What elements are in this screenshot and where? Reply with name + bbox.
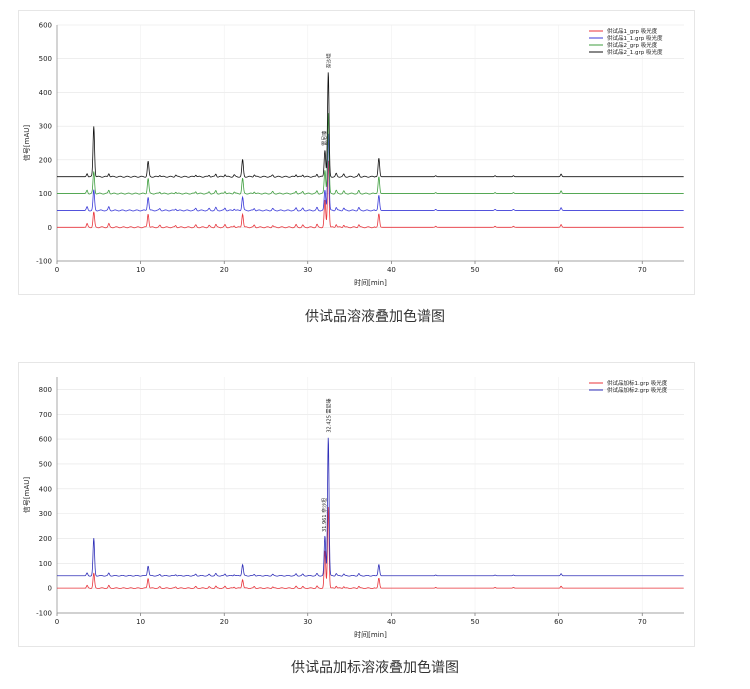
peak-label-main: 32.425 雷尼嗪 [325,399,332,433]
y-tick-label: 500 [39,55,52,63]
series-trace-2 [57,437,684,577]
y-tick-label: 600 [39,22,52,30]
series-trace-3 [57,113,684,195]
y-tick-label: 300 [39,510,52,518]
x-tick-label: 0 [55,266,59,274]
y-axis-label: 信号[mAU] [22,125,31,161]
y-tick-label: 400 [39,485,52,493]
y-tick-label: -100 [36,258,52,266]
legend-entry: 供试品2_1.grp 吸光度 [607,48,663,56]
y-tick-label: 0 [48,585,52,593]
chromatogram-panel-1: -100 0 100 200 300 400 500 600 0 10 20 30 40 50 60 70 时间… [18,10,695,295]
chromatogram-panel-2: -100 0 100 200 300 400 500 600 700 800 0 10 20 30 40 50… [18,362,695,647]
peak-label-main: 奈沙坦 [325,53,332,68]
x-axis-label: 时间[min] [354,630,387,639]
caption-spiked-overlay: 供试品加标溶液叠加色谱图 [291,660,459,676]
x-tick-label: 10 [136,618,145,626]
y-tick-label: 400 [39,89,52,97]
x-tick-label: 10 [136,266,145,274]
x-tick-label: 0 [55,618,59,626]
x-tick-label: 30 [303,266,312,274]
legend-entry: 供试品加标1.grp 吸光度 [607,379,668,387]
x-tick-label: 40 [387,266,396,274]
x-tick-label: 60 [554,618,563,626]
series-trace-1 [57,506,684,589]
x-tick-label: 30 [303,618,312,626]
y-axis-label: 信号[mAU] [22,477,31,513]
x-tick-label: 70 [638,266,647,274]
legend-entry: 供试品1_grp 吸光度 [607,27,658,35]
x-axis-label: 时间[min] [354,278,387,287]
legend-entry: 供试品1_1.grp 吸光度 [607,34,663,42]
y-tick-label: 500 [39,460,52,468]
y-tick-label: 700 [39,411,52,419]
y-tick-label: 200 [39,156,52,164]
y-tick-label: 0 [48,224,52,232]
x-tick-label: 50 [471,266,480,274]
x-tick-label: 40 [387,618,396,626]
y-tick-label: 300 [39,123,52,131]
x-tick-label: 70 [638,618,647,626]
legend-entry: 供试品加标2.grp 吸光度 [607,386,668,394]
series-trace-2 [57,133,684,212]
x-tick-label: 60 [554,266,563,274]
peak-label-second: 31.961 奈沙坦 [321,498,328,532]
y-tick-label: 600 [39,436,52,444]
y-tick-label: 200 [39,535,52,543]
series-trace-1 [57,160,684,229]
y-tick-label: 100 [39,560,52,568]
x-tick-label: 50 [471,618,480,626]
y-tick-label: 800 [39,386,52,394]
x-tick-label: 20 [220,266,229,274]
legend-entry: 供试品2_grp 吸光度 [607,41,658,49]
y-tick-label: 100 [39,190,52,198]
peak-label-second: 雷尼嗪 [321,131,328,146]
caption-sample-overlay: 供试品溶液叠加色谱图 [305,309,445,325]
series-trace-4 [57,72,684,178]
y-tick-label: -100 [36,610,52,618]
x-tick-label: 20 [220,618,229,626]
